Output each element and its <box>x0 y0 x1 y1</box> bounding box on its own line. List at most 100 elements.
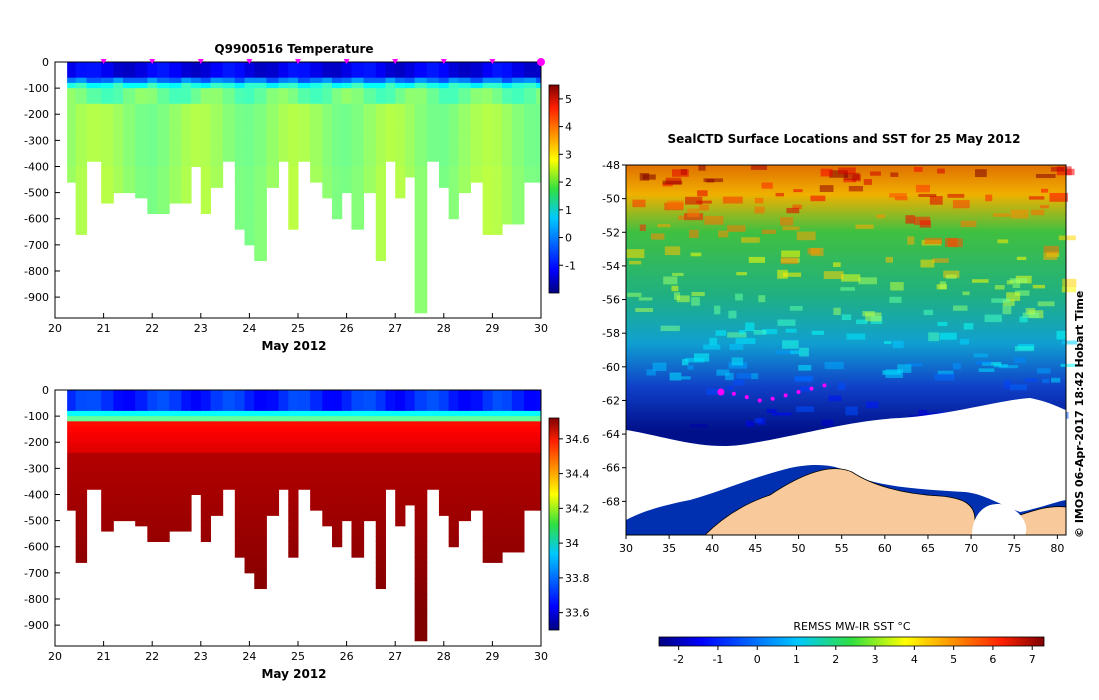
profile-cell <box>169 504 182 511</box>
profile-cell <box>298 119 311 126</box>
profile-cell <box>101 77 114 84</box>
sst-patch <box>698 165 706 171</box>
profile-cell <box>210 473 224 480</box>
profile-cell <box>234 447 246 454</box>
profile-cell <box>123 166 136 173</box>
profile-cell <box>351 551 365 558</box>
sst-patch <box>766 408 777 413</box>
profile-cell <box>157 119 170 126</box>
profile-cell <box>310 156 323 162</box>
profile-cell <box>200 536 212 543</box>
profile-cell <box>244 119 255 126</box>
sst-patch <box>736 272 747 276</box>
profile-cell <box>363 473 377 480</box>
seal-location <box>757 398 762 403</box>
sst-patch <box>780 257 799 265</box>
sst-patch <box>715 330 726 336</box>
profile-cell <box>341 129 352 136</box>
profile-cell <box>101 520 114 527</box>
profile-cell <box>222 452 236 459</box>
profile-cell <box>426 93 440 100</box>
profile-cell <box>322 489 333 495</box>
profile-cell <box>426 67 440 73</box>
salinity-xlabel: May 2012 <box>261 667 326 681</box>
profile-cell <box>351 473 365 480</box>
profile-cell <box>157 494 170 501</box>
profile-cell <box>101 88 114 94</box>
profile-cell <box>470 489 484 495</box>
profile-cell <box>536 457 542 464</box>
profile-cell <box>448 442 459 448</box>
surface-marker <box>100 59 107 64</box>
profile-cell <box>502 218 513 225</box>
profile-cell <box>375 156 386 162</box>
profile-cell <box>310 405 323 412</box>
profile-cell <box>404 67 416 73</box>
profile-cell <box>278 119 289 126</box>
profile-cell <box>502 156 513 162</box>
profile-cell <box>101 140 114 147</box>
profile-cell <box>414 307 428 314</box>
profile-cell <box>482 499 493 506</box>
map-y-tick-label: -62 <box>602 394 620 407</box>
profile-cell <box>135 504 148 511</box>
profile-cell <box>322 431 333 438</box>
profile-cell <box>414 515 428 522</box>
profile-cell <box>332 67 343 73</box>
profile-cell <box>222 103 236 110</box>
profile-cell <box>113 156 124 162</box>
profile-cell <box>511 150 525 157</box>
profile-cell <box>181 499 192 506</box>
profile-cell <box>523 447 537 454</box>
profile-cell <box>210 77 224 84</box>
profile-cell <box>266 140 280 147</box>
profile-cell <box>157 67 170 73</box>
profile-cell <box>157 129 170 136</box>
profile-cell <box>234 67 246 73</box>
profile-cell <box>511 145 525 152</box>
profile-cell <box>363 129 377 136</box>
sst-patch <box>761 182 773 189</box>
profile-cell <box>113 72 124 79</box>
profile-cell <box>234 437 246 443</box>
profile-cell <box>448 431 459 438</box>
profile-cell <box>135 437 148 443</box>
profile-cell <box>200 504 212 511</box>
profile-cell <box>67 124 77 131</box>
profile-cell <box>147 77 158 84</box>
profile-cell <box>395 447 406 454</box>
profile-cell <box>332 114 343 120</box>
profile-cell <box>234 468 246 475</box>
profile-cell <box>448 484 459 490</box>
profile-cell <box>123 88 136 94</box>
sst-patch <box>937 321 948 326</box>
profile-cell <box>210 161 224 167</box>
profile-cell <box>310 437 323 443</box>
profile-cell <box>511 124 525 131</box>
profile-cell <box>492 77 503 84</box>
x-tick-label: 30 <box>534 650 548 663</box>
profile-cell <box>363 135 377 141</box>
profile-cell <box>395 468 406 475</box>
profile-cell <box>298 124 311 131</box>
profile-cell <box>470 405 484 412</box>
profile-cell <box>332 452 343 459</box>
profile-cell <box>482 489 493 495</box>
profile-cell <box>492 135 503 141</box>
sst-patch <box>632 199 646 208</box>
profile-cell <box>395 135 406 141</box>
profile-cell <box>135 98 148 105</box>
profile-cell <box>254 426 267 433</box>
profile-cell <box>332 400 343 407</box>
profile-cell <box>523 437 537 443</box>
profile-cell <box>191 156 202 162</box>
profile-cell <box>147 510 158 516</box>
profile-cell <box>502 176 513 183</box>
sst-patch <box>975 169 987 178</box>
sst-patch <box>751 373 759 380</box>
profile-cell <box>482 171 493 178</box>
profile-cell <box>363 400 377 407</box>
profile-cell <box>414 135 428 141</box>
profile-cell <box>244 541 255 548</box>
